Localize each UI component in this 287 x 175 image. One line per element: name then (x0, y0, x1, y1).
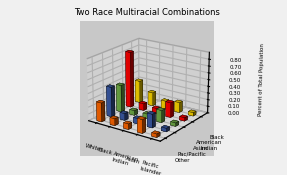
Title: Two Race Multiracial Combinations: Two Race Multiracial Combinations (74, 8, 220, 18)
